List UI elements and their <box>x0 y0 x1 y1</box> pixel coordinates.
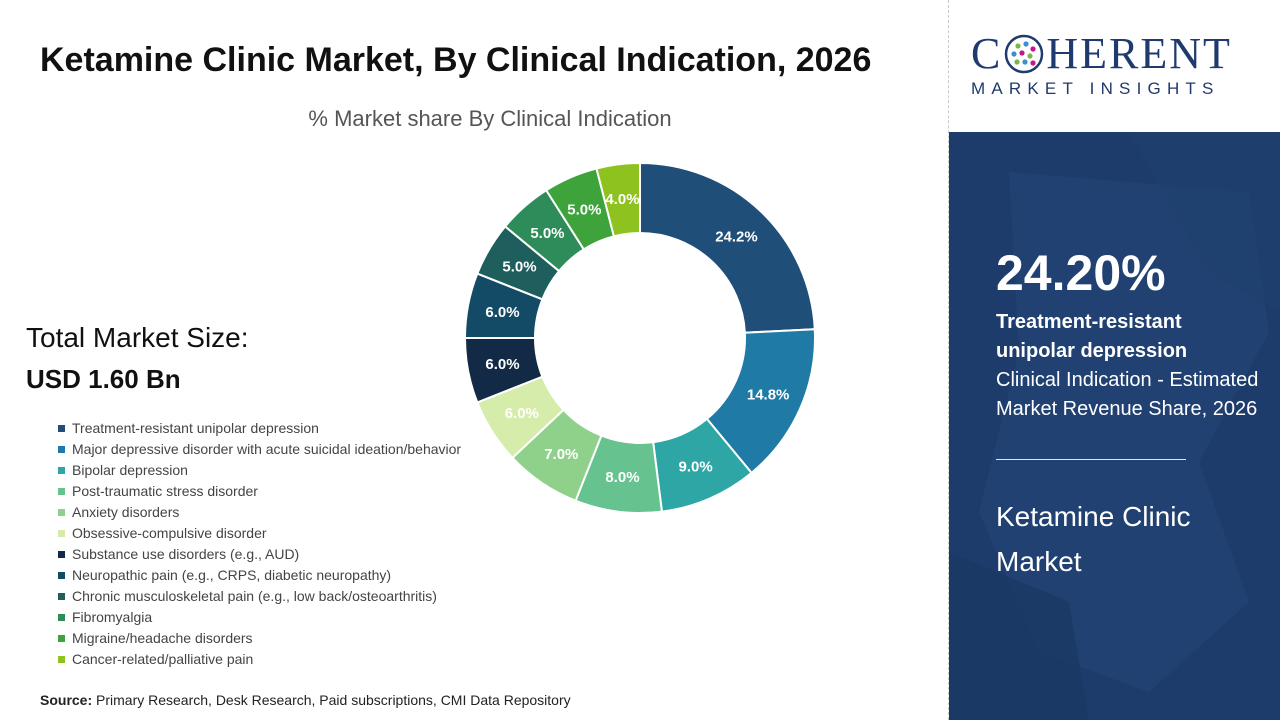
legend-label: Obsessive-compulsive disorder <box>72 525 267 541</box>
legend-label: Treatment-resistant unipolar depression <box>72 420 319 436</box>
panel-market-name: Ketamine Clinic Market <box>996 501 1191 577</box>
logo-text-left: C <box>971 29 1003 78</box>
legend-label: Anxiety disorders <box>72 504 180 520</box>
highlight-value: 24.20% <box>996 245 1166 301</box>
legend-swatch <box>58 488 65 495</box>
legend-swatch <box>58 446 65 453</box>
legend-swatch <box>58 593 65 600</box>
legend-item: Chronic musculoskeletal pain (e.g., low … <box>58 586 498 607</box>
legend-swatch <box>58 551 65 558</box>
logo-globe-icon <box>1005 34 1044 74</box>
total-market-value: USD 1.60 Bn <box>26 364 181 394</box>
legend-swatch <box>58 467 65 474</box>
highlight-panel: 24.20% Treatment-resistant unipolar depr… <box>949 132 1280 720</box>
total-market-label: Total Market Size: <box>26 322 249 353</box>
legend-item: Post-traumatic stress disorder <box>58 481 498 502</box>
donut-slice-1 <box>639 161 816 334</box>
info-sidebar: C HERENT MARKET INSIGHTS 24.20% Tre <box>949 0 1280 720</box>
legend-swatch <box>58 425 65 432</box>
legend-item: Major depressive disorder with acute sui… <box>58 439 498 460</box>
legend-label: Migraine/headache disorders <box>72 630 253 646</box>
legend-swatch <box>58 572 65 579</box>
legend-item: Obsessive-compulsive disorder <box>58 523 498 544</box>
source-label: Source: <box>40 692 93 708</box>
panel-divider-line <box>996 459 1186 460</box>
legend-label: Chronic musculoskeletal pain (e.g., low … <box>72 588 437 604</box>
logo: C HERENT MARKET INSIGHTS <box>949 0 1280 132</box>
slice-label-7: 6.0% <box>485 356 519 373</box>
legend-label: Neuropathic pain (e.g., CRPS, diabetic n… <box>72 567 392 583</box>
legend-swatch <box>58 614 65 621</box>
logo-subtitle: MARKET INSIGHTS <box>971 79 1220 98</box>
legend-swatch <box>58 635 65 642</box>
slice-label-11: 5.0% <box>567 202 601 219</box>
legend-swatch <box>58 656 65 663</box>
slice-label-4: 8.0% <box>605 469 639 486</box>
legend-label: Post-traumatic stress disorder <box>72 483 258 499</box>
page-title: Ketamine Clinic Market, By Clinical Indi… <box>40 41 872 79</box>
legend-item: Substance use disorders (e.g., AUD) <box>58 544 498 565</box>
highlight-description: Clinical Indication - Estimated Market R… <box>996 369 1259 420</box>
legend-swatch <box>58 509 65 516</box>
legend-label: Bipolar depression <box>72 462 188 478</box>
legend-item: Migraine/headache disorders <box>58 628 498 649</box>
legend-label: Cancer-related/palliative pain <box>72 651 254 667</box>
panel-divider <box>948 0 949 720</box>
panel-background-graphic <box>949 132 1280 720</box>
legend-label: Major depressive disorder with acute sui… <box>72 441 462 457</box>
legend-item: Bipolar depression <box>58 460 498 481</box>
chart-title: % Market share By Clinical Indication <box>308 106 672 131</box>
legend-item: Fibromyalgia <box>58 607 498 628</box>
chart-area: Ketamine Clinic Market, By Clinical Indi… <box>26 41 872 708</box>
donut-chart: 24.2%14.8%9.0%8.0%7.0%6.0%6.0%6.0%5.0%5.… <box>463 161 816 514</box>
legend-item: Anxiety disorders <box>58 502 498 523</box>
legend-item: Treatment-resistant unipolar depression <box>58 418 498 439</box>
slice-label-2: 14.8% <box>747 386 790 403</box>
legend-label: Substance use disorders (e.g., AUD) <box>72 546 300 562</box>
legend-label: Fibromyalgia <box>72 609 153 625</box>
legend-item: Cancer-related/palliative pain <box>58 649 498 670</box>
slice-label-5: 7.0% <box>544 446 578 463</box>
logo-text-right: HERENT <box>1046 29 1232 78</box>
donut-slice-12 <box>595 161 641 238</box>
chart-legend: Treatment-resistant unipolar depression M… <box>58 418 498 670</box>
legend-swatch <box>58 530 65 537</box>
slice-label-6: 6.0% <box>505 405 539 422</box>
slice-label-10: 5.0% <box>530 225 564 242</box>
source-note: Source: Primary Research, Desk Research,… <box>40 692 571 708</box>
legend-item: Neuropathic pain (e.g., CRPS, diabetic n… <box>58 565 498 586</box>
slice-label-1: 24.2% <box>715 229 758 246</box>
slice-label-3: 9.0% <box>678 458 712 475</box>
source-text: Primary Research, Desk Research, Paid su… <box>96 692 571 708</box>
logo-wordmark: C HERENT <box>971 30 1232 78</box>
slice-label-12: 4.0% <box>605 191 639 208</box>
highlight-segment-name: Treatment-resistant unipolar depression <box>996 311 1188 362</box>
slice-label-8: 6.0% <box>485 304 519 321</box>
slice-label-9: 5.0% <box>502 259 536 276</box>
